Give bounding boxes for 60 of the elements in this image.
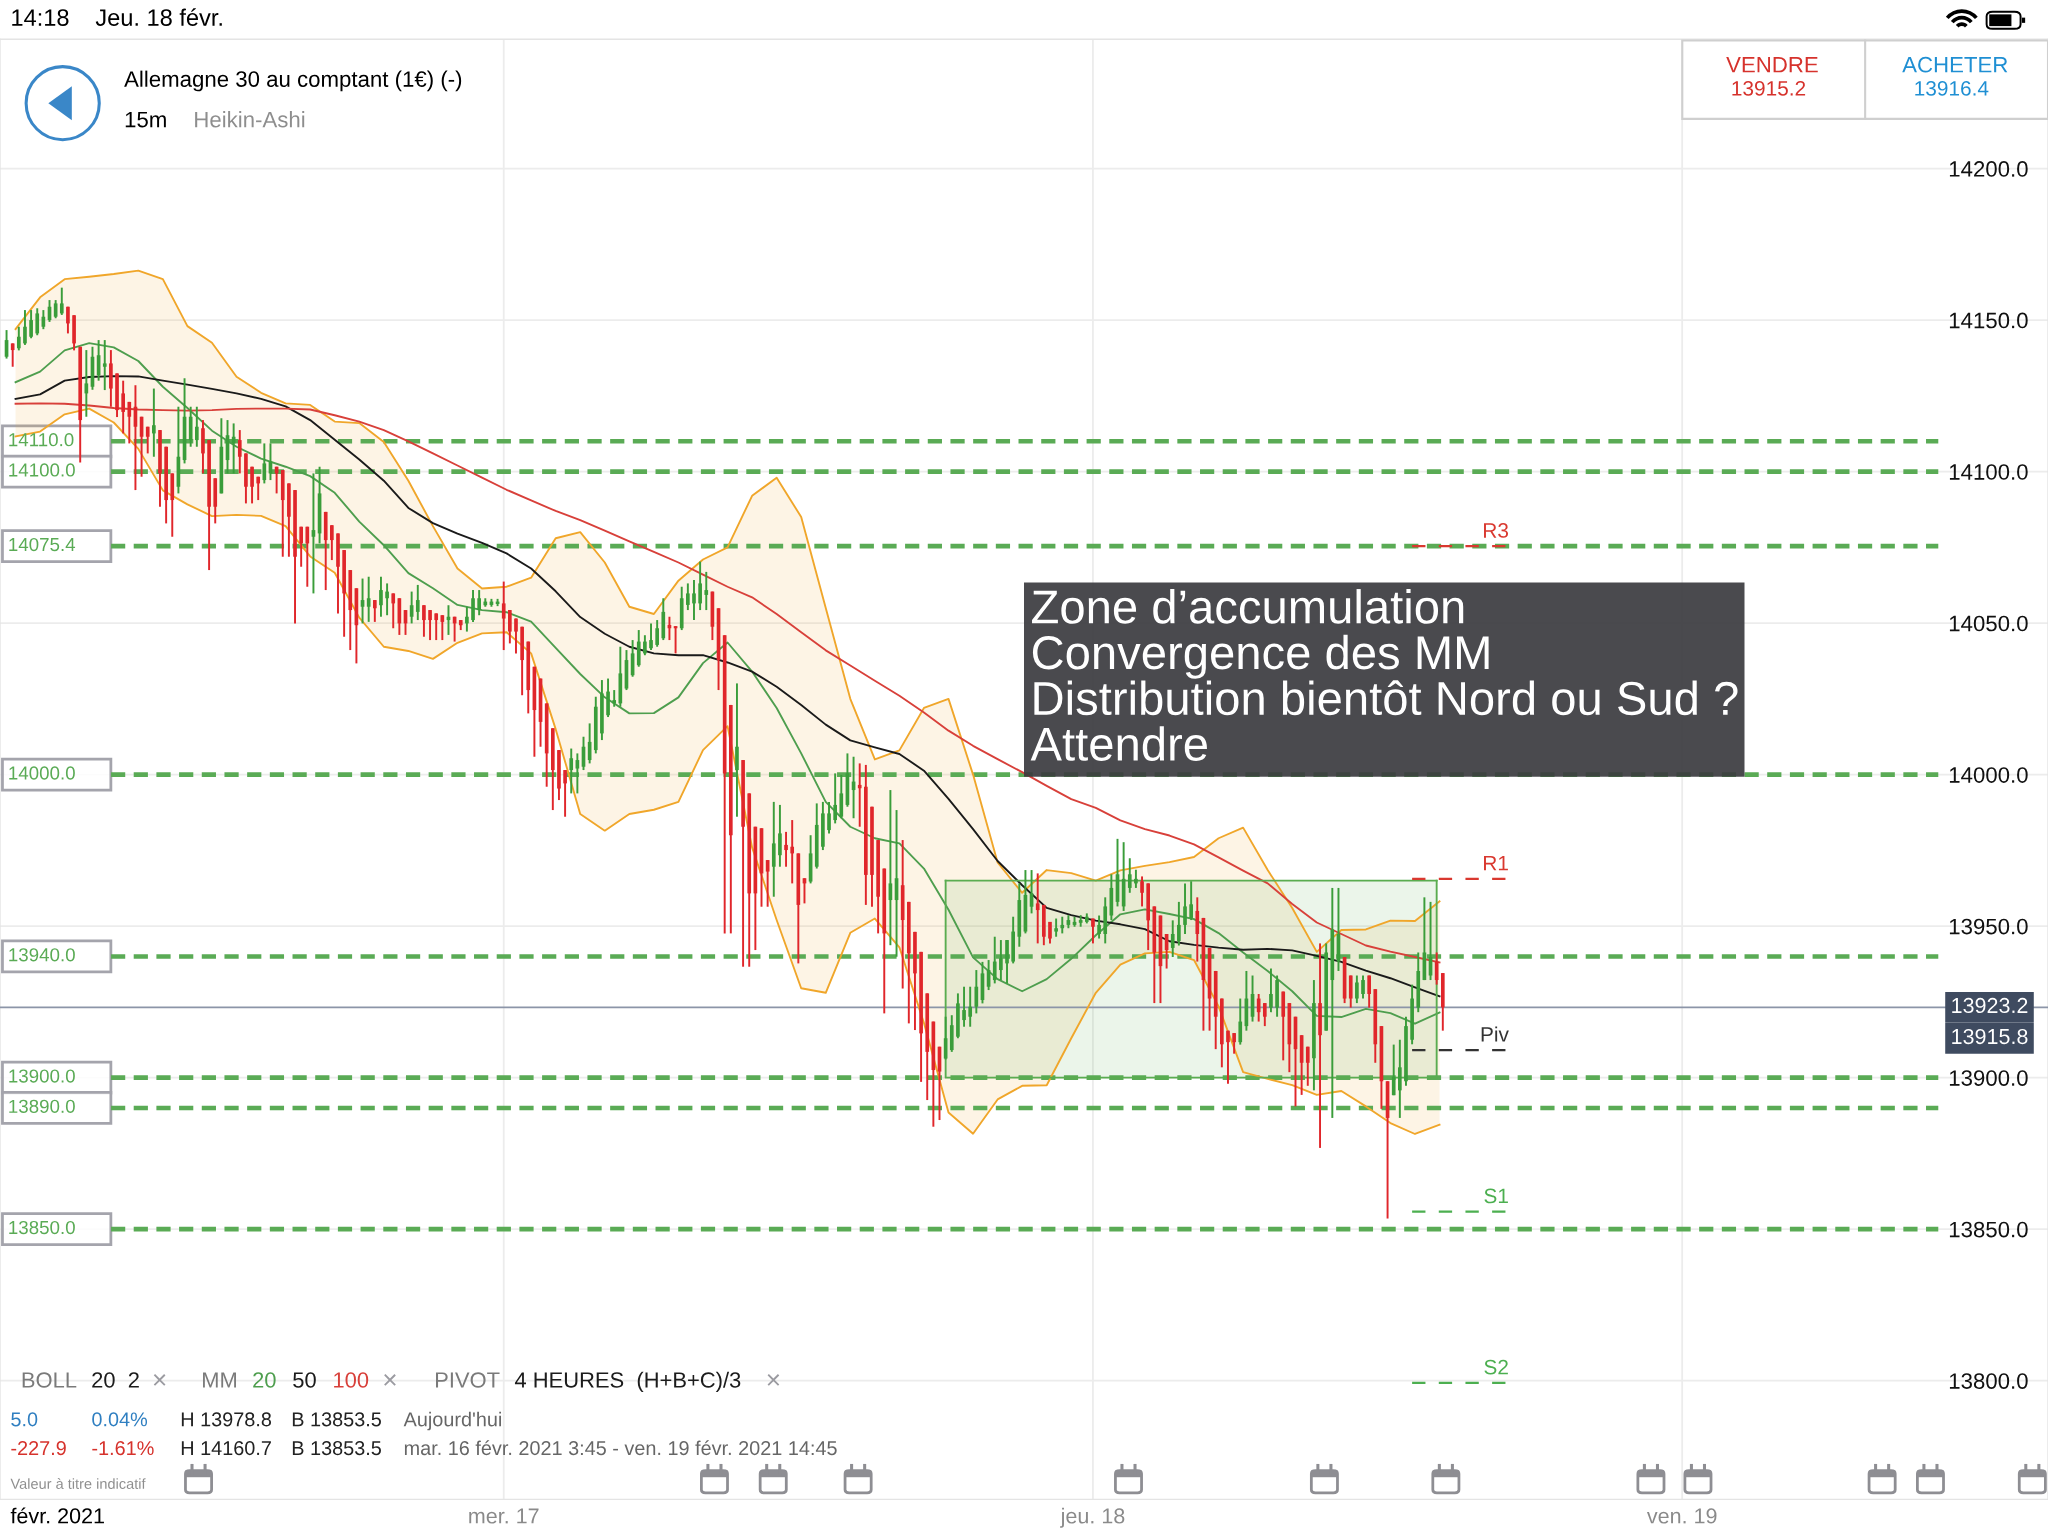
annotation: PIVOT bbox=[436, 1372, 500, 1388]
annotation: B 13853.5 bbox=[292, 1412, 381, 1427]
y-tick-label: 13900.0 bbox=[1949, 1070, 2028, 1086]
annotation: 13915.8 bbox=[1952, 1028, 2028, 1045]
annotation: × bbox=[153, 1374, 166, 1386]
ref-line-label: 14110.0 bbox=[9, 433, 74, 447]
y-tick-label: 13950.0 bbox=[1949, 918, 2028, 935]
annotation: 0.04% bbox=[92, 1412, 148, 1427]
annotation: B 13853.5 bbox=[292, 1441, 381, 1456]
y-tick-label: 14050.0 bbox=[1949, 615, 2028, 632]
x-tick-label: jeu. 18 bbox=[1060, 1507, 1125, 1528]
series-label: Piv bbox=[1481, 1026, 1509, 1042]
annotation: Valeur à titre indicatif bbox=[10, 1478, 146, 1489]
text: 14:18 bbox=[12, 9, 69, 26]
y-tick-label: 14200.0 bbox=[1949, 161, 2028, 177]
y-tick-label: 14150.0 bbox=[1949, 312, 2028, 329]
text: 100 bbox=[334, 1372, 369, 1388]
annotation: 4 HEURES (H+B+C)/3 bbox=[514, 1371, 741, 1393]
annotation: × bbox=[384, 1374, 396, 1386]
text: 15m bbox=[125, 111, 166, 128]
annotation: 20 2 bbox=[92, 1372, 139, 1388]
ref-line-label: 14075.4 bbox=[9, 537, 76, 552]
ref-line-label: 13850.0 bbox=[9, 1220, 75, 1235]
text: 20 bbox=[253, 1372, 276, 1388]
annotation: mar. 16 févr. 2021 3:45 - ven. 19 févr. 2021 14:45 bbox=[404, 1440, 837, 1456]
annotation: H 13978.8 bbox=[181, 1412, 272, 1427]
ref-line-label: 13940.0 bbox=[9, 948, 75, 962]
text: févr. 2021 bbox=[10, 1507, 104, 1524]
text: 50 bbox=[293, 1372, 316, 1388]
annotation: × bbox=[767, 1374, 780, 1386]
annotation: -1.61% bbox=[92, 1441, 154, 1456]
ref-line-label: 13900.0 bbox=[9, 1069, 75, 1083]
annotation: ACHETER bbox=[1902, 56, 2008, 73]
annotation: 13916.4 bbox=[1915, 80, 1989, 96]
series-label: S2 bbox=[1484, 1359, 1508, 1375]
y-tick-label: 14100.0 bbox=[1949, 464, 2028, 480]
annotation: H 14160.7 bbox=[181, 1441, 271, 1456]
annotation: VENDRE bbox=[1726, 57, 1818, 73]
text: Jeu. 18 févr. bbox=[95, 8, 222, 26]
series-label: R3 bbox=[1484, 523, 1509, 538]
annotation: 5.0 bbox=[11, 1412, 38, 1427]
x-tick-label: mer. 17 bbox=[469, 1508, 539, 1524]
text: Allemagne 30 au comptant (1€) (-) bbox=[124, 70, 462, 92]
y-tick-label: 14000.0 bbox=[1949, 767, 2028, 783]
ref-line-label: 14000.0 bbox=[9, 766, 75, 780]
y-tick-label: 13850.0 bbox=[1949, 1221, 2028, 1238]
annotation: 13915.2 bbox=[1732, 80, 1806, 96]
annotation: Zone d’accumulation Convergence des MM Distribution bientôt Nord ou Sud ? Attendre bbox=[1030, 589, 1738, 761]
annotation: Aujourd'hui bbox=[403, 1411, 502, 1431]
annotation: BOLL bbox=[22, 1372, 77, 1388]
x-tick-label: ven. 19 bbox=[1646, 1508, 1717, 1524]
series-label: S1 bbox=[1484, 1188, 1508, 1204]
ref-line-label: 14100.0 bbox=[9, 463, 75, 477]
ref-line-label: 13923.2 bbox=[1952, 997, 2028, 1014]
y-tick-label: 13800.0 bbox=[1949, 1373, 2028, 1389]
annotation: Heikin-Ashi bbox=[195, 111, 305, 128]
annotation: -227.9 bbox=[11, 1441, 66, 1456]
series-label: R1 bbox=[1484, 856, 1508, 871]
legend-title: MM bbox=[203, 1372, 236, 1388]
ref-line-label: 13890.0 bbox=[9, 1099, 75, 1113]
